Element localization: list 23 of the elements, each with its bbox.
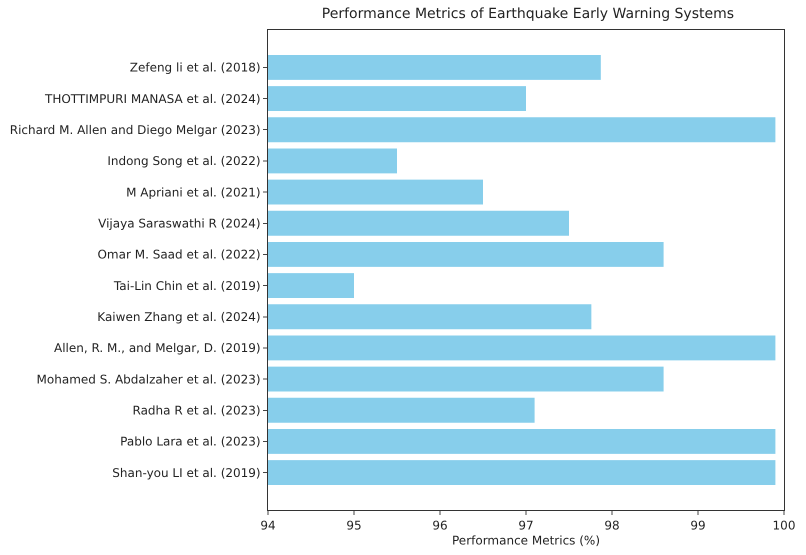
y-tick-label: Mohamed S. Abdalzaher et al. (2023) <box>36 372 261 386</box>
x-tick-label: 94 <box>260 518 276 532</box>
y-tick-label: Vijaya Saraswathi R (2024) <box>98 216 261 230</box>
x-tick-label: 96 <box>432 518 448 532</box>
y-tick-label: Shan-you LI et al. (2019) <box>112 466 261 480</box>
y-tick-label: Radha R et al. (2023) <box>132 403 261 418</box>
y-tick-label: Indong Song et al. (2022) <box>107 154 261 168</box>
x-tick-label: 95 <box>346 518 362 532</box>
y-tick-label: Pablo Lara et al. (2023) <box>120 434 261 449</box>
x-tick-label: 98 <box>604 518 620 532</box>
y-tick-label: Allen, R. M., and Melgar, D. (2019) <box>54 341 261 356</box>
y-tick-label: Zefeng li et al. (2018) <box>130 60 261 75</box>
x-axis-title: Performance Metrics (%) <box>452 533 600 548</box>
y-tick-label: Kaiwen Zhang et al. (2024) <box>97 310 261 324</box>
y-tick-label: THOTTIMPURI MANASA et al. (2024) <box>44 92 261 106</box>
y-tick-label: Tai-Lin Chin et al. (2019) <box>112 278 261 293</box>
y-tick-label: Richard M. Allen and Diego Melgar (2023) <box>10 122 261 137</box>
x-tick-label: 97 <box>518 518 534 532</box>
x-tick-label: 100 <box>772 518 796 532</box>
x-tick-label: 99 <box>690 518 706 532</box>
chart-title: Performance Metrics of Earthquake Early Warning Systems <box>322 6 734 22</box>
y-tick-label: M Apriani et al. (2021) <box>126 185 261 200</box>
y-tick-label: Omar M. Saad et al. (2022) <box>97 248 261 262</box>
